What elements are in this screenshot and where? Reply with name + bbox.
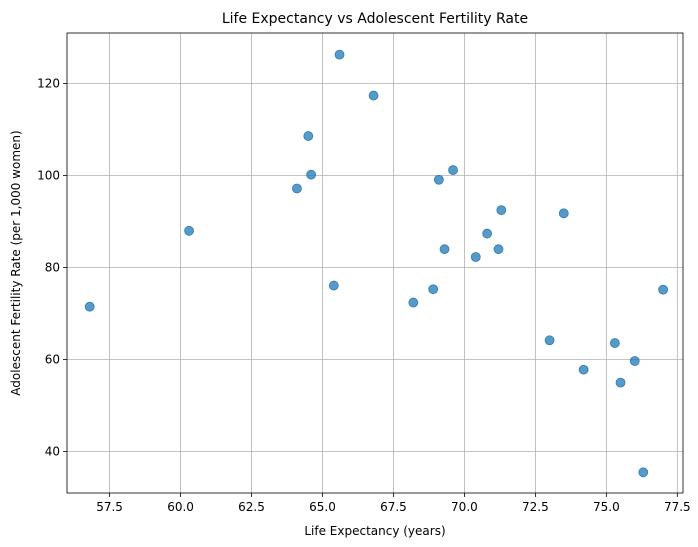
x-tick-label: 57.5 xyxy=(96,500,123,514)
data-point xyxy=(439,244,450,255)
data-point xyxy=(638,467,649,478)
data-point xyxy=(428,284,439,295)
y-axis-ticks: 40 60 80 100 120 xyxy=(37,77,67,459)
x-tick-label: 77.5 xyxy=(664,500,691,514)
x-tick-label: 65.0 xyxy=(309,500,336,514)
data-point xyxy=(368,90,379,101)
x-tick-label: 75.0 xyxy=(593,500,620,514)
data-point xyxy=(306,169,317,180)
y-axis-label: Adolescent Fertility Rate (per 1,000 wom… xyxy=(9,130,23,395)
y-tick-label: 40 xyxy=(45,445,60,459)
data-point xyxy=(433,174,444,185)
x-tick-label: 70.0 xyxy=(451,500,478,514)
x-axis-ticks: 57.5 60.0 62.5 65.0 67.5 70.0 72.5 75.0 77.5 xyxy=(96,493,691,514)
data-point xyxy=(544,335,555,346)
grid xyxy=(67,33,683,493)
x-axis-label: Life Expectancy (years) xyxy=(304,524,445,538)
data-point xyxy=(470,252,481,262)
y-tick-label: 100 xyxy=(37,169,60,183)
x-tick-label: 60.0 xyxy=(167,500,194,514)
y-tick-label: 120 xyxy=(37,77,60,91)
data-point xyxy=(496,205,507,216)
data-point xyxy=(615,377,626,388)
chart-title: Life Expectancy vs Adolescent Fertility … xyxy=(222,11,528,27)
data-point xyxy=(84,301,95,312)
data-point xyxy=(629,356,640,366)
data-point xyxy=(184,225,194,236)
data-point xyxy=(609,338,620,348)
x-tick-label: 62.5 xyxy=(238,500,265,514)
data-point xyxy=(292,183,302,194)
data-point xyxy=(408,297,419,308)
data-point xyxy=(448,165,458,175)
data-point xyxy=(558,208,569,219)
data-point xyxy=(303,131,314,141)
data-point xyxy=(328,280,339,291)
y-tick-label: 80 xyxy=(45,261,60,275)
data-point xyxy=(578,364,589,375)
data-points xyxy=(84,49,669,478)
data-point xyxy=(334,49,345,60)
x-tick-label: 67.5 xyxy=(380,500,407,514)
plot-frame xyxy=(66,32,684,494)
x-tick-label: 72.5 xyxy=(522,500,549,514)
y-tick-label: 60 xyxy=(45,353,60,367)
data-point xyxy=(658,284,669,295)
data-point xyxy=(493,244,504,255)
data-point xyxy=(482,228,493,239)
